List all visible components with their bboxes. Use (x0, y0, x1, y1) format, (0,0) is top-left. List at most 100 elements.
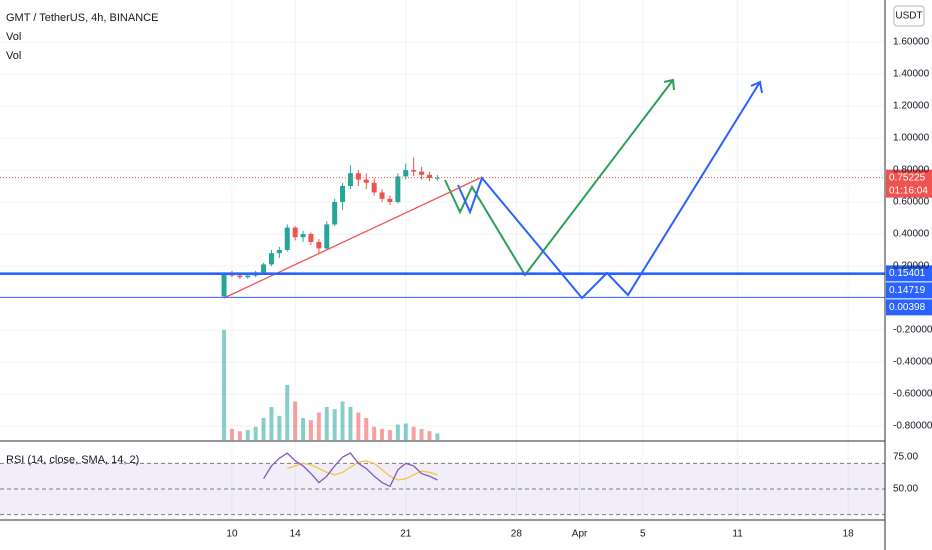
level-label: 0.15401 (889, 268, 926, 279)
indicator-label: Vol (6, 31, 21, 43)
volume-bar (285, 385, 290, 440)
volume-bar (387, 430, 392, 440)
candle-body (434, 177, 440, 179)
currency-button[interactable] (893, 5, 925, 27)
candle-body (276, 250, 282, 254)
arrow-head (663, 78, 675, 91)
x-tick-label: 11 (732, 529, 743, 540)
y-tick-label: 0.80000 (893, 165, 930, 176)
candle-body (292, 227, 298, 238)
y-tick-label: 1.60000 (893, 37, 930, 48)
candle-body (268, 253, 274, 265)
volume-bar (403, 423, 408, 440)
last-price-label: 0.75225 (889, 172, 926, 183)
rsi-title: RSI (14, close, SMA, 14, 2) (6, 454, 139, 466)
grid (0, 0, 885, 520)
x-tick-label: 10 (226, 529, 238, 540)
volume-bar (372, 426, 377, 440)
y-tick-label: 0.20000 (893, 261, 930, 272)
candle-body (221, 274, 227, 297)
candle-body (371, 182, 377, 193)
x-tick-label: Apr (572, 529, 588, 540)
axes: 1.60000 1.40000 1.20000 1.00000 0.80000 0.600… (226, 37, 932, 540)
volume-bar (332, 409, 337, 440)
projection-blue (457, 81, 761, 300)
y-tick-label: -0.20000 (893, 325, 932, 336)
volume-bar (427, 431, 432, 440)
y-tick-label: 0.60000 (893, 197, 930, 208)
volume-bar (340, 401, 345, 440)
volume-bar (253, 426, 258, 440)
volume-bar (348, 407, 353, 440)
candle-body (363, 179, 369, 183)
y-tick-label: 0.40000 (893, 229, 930, 240)
volume-bar (245, 430, 250, 440)
level-label-box (886, 282, 932, 299)
volume-bar (316, 412, 321, 440)
candle-body (245, 275, 251, 278)
volume-bar (356, 412, 361, 440)
projection-green (444, 79, 674, 277)
volume-bar (364, 418, 369, 440)
countdown-label: 01:16:04 (889, 185, 928, 196)
level-label: 0.14719 (889, 285, 926, 296)
y-tick-label: -0.80000 (893, 421, 932, 432)
volume-bar (269, 407, 274, 440)
candle-body (237, 275, 243, 278)
candle-body (347, 173, 353, 186)
candle-body (261, 264, 267, 273)
candle-body (419, 171, 425, 175)
volume-bar (395, 424, 400, 440)
candle-body (284, 227, 290, 250)
x-tick-label: 5 (640, 529, 646, 540)
candle-body (308, 234, 314, 242)
y-tick-label: -0.40000 (893, 357, 932, 368)
volume-bar (380, 429, 385, 440)
level-label-box (886, 299, 932, 316)
candle-body (379, 192, 385, 199)
overlay: 0.15401 0.14719 0.00398 0.75225 01:16:04 (0, 169, 932, 316)
volume-bar (293, 401, 298, 440)
currency-label[interactable]: USDT (895, 11, 922, 22)
rsi-tick-label: 50.00 (893, 484, 918, 495)
x-tick-label: 21 (400, 529, 412, 540)
x-tick-label: 14 (290, 529, 302, 540)
level-label: 0.00398 (889, 302, 926, 313)
rsi-tick-label: 75.00 (893, 452, 918, 463)
candle-body (316, 242, 322, 249)
volume-bar (229, 429, 234, 440)
x-tick-label: 28 (511, 529, 523, 540)
candle-body (340, 186, 346, 202)
volume-bar (301, 418, 306, 440)
volume-bar (411, 426, 416, 440)
volume-bar (277, 415, 282, 440)
candle-body (387, 198, 393, 202)
candle-body (395, 176, 401, 202)
candle-body (403, 170, 409, 177)
last-price-box (886, 169, 932, 198)
volume-bar (222, 330, 227, 440)
volume-bar (308, 420, 313, 440)
rsi-line (263, 452, 438, 488)
y-tick-label: -0.60000 (893, 389, 932, 400)
volume-bar (237, 431, 242, 440)
volume-bar (435, 433, 440, 440)
trend-line (223, 177, 481, 299)
level-label-box (886, 265, 932, 282)
candle-body (426, 174, 432, 178)
candle-body (324, 224, 330, 249)
volume-bar (261, 418, 266, 440)
volume-bar (419, 429, 424, 440)
indicator-label: Vol (6, 50, 21, 62)
chart-title: GMT / TetherUS, 4h, BINANCE (6, 12, 158, 24)
arrow-head (750, 80, 763, 94)
volume-bar (324, 407, 329, 440)
candle-body (355, 173, 361, 180)
rsi-sma-line (287, 460, 438, 481)
y-tick-label: 1.00000 (893, 133, 930, 144)
marks (221, 157, 440, 488)
x-tick-label: 18 (843, 529, 855, 540)
y-tick-label: 1.20000 (893, 101, 930, 112)
